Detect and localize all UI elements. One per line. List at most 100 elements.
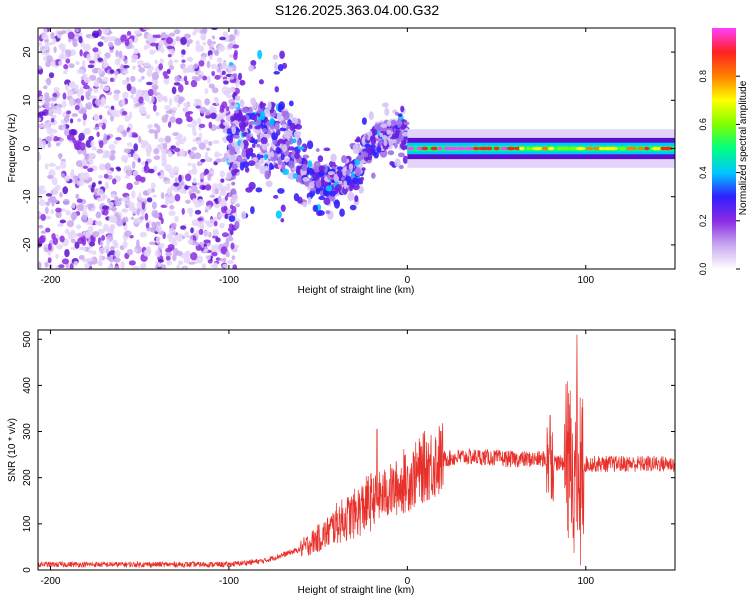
spectrogram-cell xyxy=(323,147,331,152)
spectrogram-cell xyxy=(153,80,159,84)
spectrogram-cell xyxy=(190,79,198,88)
spectrogram-cell xyxy=(183,105,189,114)
spectrogram-cell xyxy=(168,210,176,217)
spectrogram-cell xyxy=(199,172,205,180)
spectrogram-cell xyxy=(296,196,303,204)
spectrogram-cells xyxy=(38,28,675,269)
spectrogram-cell xyxy=(133,248,138,253)
spectrogram-y-label: Frequency (Hz) xyxy=(7,114,18,183)
spectrogram-cell xyxy=(272,54,279,60)
spectrogram-cell xyxy=(137,157,141,163)
spectrogram-cell xyxy=(402,145,409,150)
spectrogram-cell xyxy=(126,30,132,36)
spectrogram-cell xyxy=(173,233,178,242)
colorbar-ticks: 0.0 0.2 0.4 0.6 0.8 xyxy=(698,70,740,275)
spectrogram-cell xyxy=(110,149,116,155)
spectrogram-cell xyxy=(41,123,50,129)
spectrogram-cell xyxy=(65,209,71,216)
spectrogram-cell xyxy=(336,166,344,171)
spectrogram-cell xyxy=(325,185,333,192)
spectrogram-cell xyxy=(333,173,340,182)
spectrogram-cell xyxy=(195,44,203,53)
spectrogram-cell xyxy=(165,110,172,114)
spectrogram-cell xyxy=(59,160,67,169)
spectrogram-cell xyxy=(99,83,104,90)
spectrogram-cell xyxy=(58,264,65,269)
spectrogram-cell xyxy=(307,160,313,168)
spectrogram-cell xyxy=(126,164,132,171)
spectrogram-cell xyxy=(224,195,229,201)
spectrogram-cell xyxy=(96,188,104,196)
spectrogram-cell xyxy=(148,123,153,129)
spectrogram-cell xyxy=(141,142,146,149)
spectrogram-cell xyxy=(216,211,222,220)
spectrogram-cell xyxy=(120,64,124,72)
spectrogram-cell xyxy=(88,74,97,81)
spectrogram-cell xyxy=(273,71,280,75)
spectrogram-cell xyxy=(273,152,279,161)
spectrogram-cell xyxy=(280,218,285,223)
spectrogram-cell xyxy=(82,73,88,77)
spectrogram-cell xyxy=(173,29,181,35)
spectrogram-cell xyxy=(73,261,79,266)
spectrogram-cell xyxy=(260,111,266,121)
spectrogram-cell xyxy=(178,138,186,145)
snr-background xyxy=(38,330,675,570)
spectrogram-cell xyxy=(251,143,256,149)
spectrogram-cell xyxy=(215,257,221,261)
spectrogram-cell xyxy=(294,152,300,160)
spectrogram-cell xyxy=(585,146,593,151)
spectrogram-cell xyxy=(349,204,357,211)
spectrogram-cell xyxy=(152,34,158,39)
spectrogram-cell xyxy=(263,108,271,118)
spectrogram-cell xyxy=(364,146,373,154)
spectrogram-cell xyxy=(43,85,48,90)
spectrogram-cell xyxy=(233,112,238,118)
spectrogram-cell xyxy=(70,168,75,176)
spectrogram-cell xyxy=(180,225,187,230)
spectrogram-cell xyxy=(214,204,220,209)
spectrogram-cell xyxy=(83,165,88,170)
spectrogram-cell xyxy=(166,36,174,45)
spectrogram-cell xyxy=(273,194,279,199)
spectrogram-cell xyxy=(301,163,308,172)
colorbar-tick-label: 0.0 xyxy=(698,263,708,276)
spectrogram-cell xyxy=(220,187,227,195)
spectrogram-cell xyxy=(220,200,228,208)
spectrogram-cell xyxy=(83,43,91,52)
spectrogram-cell xyxy=(187,65,191,73)
spectrogram-cell xyxy=(559,146,571,151)
spectrogram-cell xyxy=(264,170,271,180)
x-tick-label: 0 xyxy=(405,576,411,587)
spectrogram-cell xyxy=(136,201,142,210)
spectrogram-cell xyxy=(177,103,181,108)
spectrogram-cell xyxy=(55,165,61,171)
spectrogram-cell xyxy=(327,171,335,176)
spectrogram-cell xyxy=(132,65,136,70)
spectrogram-y-ticks: -20 -10 0 10 20 xyxy=(22,46,675,252)
spectrogram-cell xyxy=(167,53,172,58)
spectrogram-cell xyxy=(195,105,201,109)
spectrogram-cell xyxy=(77,237,85,244)
spectrogram-cell xyxy=(62,92,67,100)
spectrogram-cell xyxy=(45,42,49,51)
spectrogram-cell xyxy=(250,60,257,67)
spectrogram-cell xyxy=(102,63,108,69)
spectrogram-cell xyxy=(215,237,221,243)
spectrogram-cell xyxy=(141,201,146,210)
spectrogram-cell xyxy=(161,157,167,165)
spectrogram-cell xyxy=(187,162,192,167)
spectrogram-cell xyxy=(116,167,122,172)
spectrogram-cell xyxy=(45,215,52,220)
spectrogram-cell xyxy=(228,215,236,222)
spectrogram-cell xyxy=(283,130,290,139)
spectrogram-cell xyxy=(232,134,240,139)
spectrogram-cell xyxy=(82,113,88,121)
spectrogram-cell xyxy=(140,263,145,269)
spectrogram-cell xyxy=(94,98,102,106)
spectrogram-cell xyxy=(342,167,347,176)
spectrogram-cell xyxy=(96,197,103,202)
spectrogram-cell xyxy=(74,84,79,92)
spectrogram-cell xyxy=(265,133,271,139)
spectrogram-cell xyxy=(164,198,169,207)
